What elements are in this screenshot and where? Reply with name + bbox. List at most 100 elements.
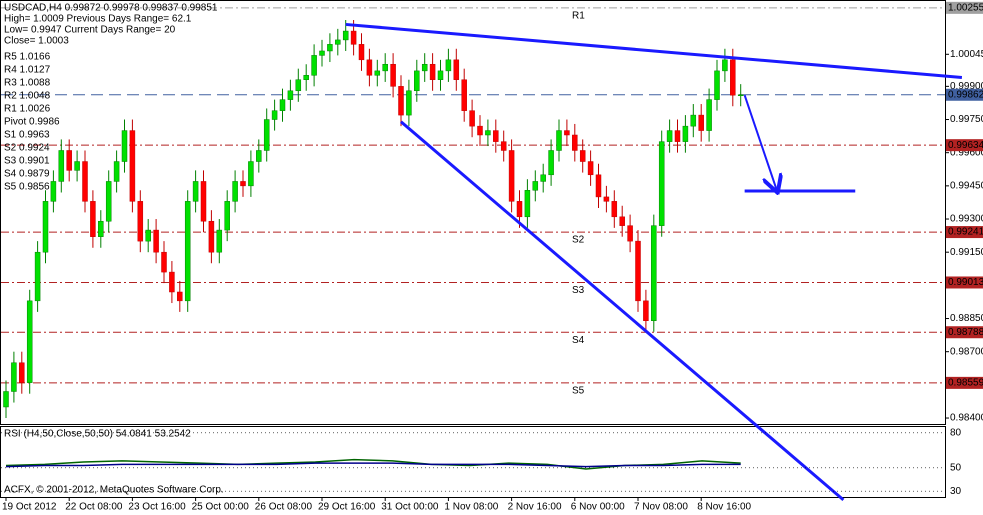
x-tick-label: 23 Oct 16:00 [128, 502, 186, 513]
x-tick-label: 7 Nov 08:00 [634, 502, 688, 513]
candle-body [200, 181, 207, 222]
candle-body [256, 150, 262, 162]
candle-body [564, 130, 570, 136]
y-tick-label: 0.99900 [950, 81, 983, 92]
level-label: 1.00255 [948, 2, 983, 13]
rsi-tick-label: 50 [950, 462, 962, 473]
candle-body [445, 59, 452, 72]
y-tick-label: 0.98700 [950, 346, 983, 357]
candle-body [11, 362, 17, 392]
x-tick-label: 25 Oct 00:00 [192, 502, 250, 513]
level-label-box [946, 326, 983, 339]
y-tick-label: 0.99750 [950, 114, 983, 125]
candle-body [698, 114, 704, 131]
candle-body [145, 229, 151, 242]
level-label-box [946, 276, 983, 289]
candle-body [327, 44, 333, 52]
candle-body [579, 150, 586, 162]
pivot-line: S2 0.9924 [4, 143, 50, 154]
candle-body [611, 201, 618, 218]
candle-body [248, 161, 254, 187]
candle-body [366, 59, 373, 76]
level-name: R1 [572, 10, 585, 21]
candle-body [674, 130, 681, 142]
pivot-line: R3 1.0088 [4, 78, 51, 89]
candle-body [169, 271, 175, 293]
candle-body [485, 130, 491, 136]
level-label: 0.99634 [948, 140, 983, 151]
y-tick-label: 0.99300 [950, 214, 983, 225]
header-line: High= 1.0009 Previous Days Range= 62.1 [4, 14, 192, 25]
x-tick-label: 1 Nov 08:00 [444, 502, 498, 513]
rsi-tick-label: 80 [950, 427, 962, 438]
level-label: 0.99013 [948, 277, 983, 288]
candle-body [271, 110, 278, 120]
candle-body [516, 201, 523, 218]
pivot-line: Pivot 0.9986 [4, 117, 60, 128]
candle-body [406, 90, 412, 116]
level-label-box [946, 376, 983, 389]
candle-body [714, 70, 720, 100]
y-tick-label: 0.99150 [950, 247, 983, 258]
candle-body [105, 181, 112, 222]
candle-body [730, 59, 736, 96]
candle-body [240, 181, 246, 187]
trendline [345, 22, 963, 80]
x-tick-label: 26 Oct 08:00 [255, 502, 313, 513]
candle-body [603, 196, 610, 202]
candle-body [627, 225, 633, 242]
candle-body [706, 99, 712, 131]
candle-body [224, 201, 230, 231]
candle-body [722, 59, 728, 72]
pivot-line: R1 1.0026 [4, 104, 51, 115]
candle-body [295, 79, 302, 92]
candle-body [382, 63, 388, 72]
candle-body [658, 141, 665, 226]
level-label: 0.98559 [948, 378, 983, 389]
candle-body [279, 99, 286, 111]
candle-body [651, 225, 657, 321]
candle-body [666, 130, 673, 142]
candle-body [319, 50, 325, 56]
candle-body [342, 30, 349, 41]
header-line: USDCAD,H4 0.99872 0.99978 0.99837 0.9985… [4, 3, 218, 14]
candle-body [287, 90, 294, 100]
candle-body [390, 63, 396, 87]
candle-body [461, 79, 467, 111]
level-label: 0.99241 [948, 227, 983, 238]
levels [1, 7, 945, 384]
candle-body [34, 251, 41, 302]
candle-body [98, 220, 104, 237]
level-name: S2 [572, 235, 585, 246]
level-label-box [946, 1, 983, 14]
candle-body [437, 70, 444, 80]
candle-body [500, 141, 507, 151]
pivot-line: R5 1.0166 [4, 52, 51, 63]
candle-body [184, 201, 191, 302]
rsi-title: RSI (H4,50,Close,50,50) 54.0841 53.2542 [4, 429, 191, 440]
candle-body [192, 181, 199, 202]
pivot-line: S4 0.9879 [4, 169, 50, 180]
candle-body [524, 190, 531, 218]
header-line: Close= 1.0003 [4, 36, 69, 47]
level-name: S3 [572, 285, 585, 296]
candle-body [121, 130, 128, 162]
candle-body [19, 362, 25, 383]
candle-body [548, 150, 554, 176]
y-tick-label: 1.00045 [950, 49, 983, 60]
candle-body [26, 300, 33, 383]
pivot-line: R2 1.0048 [4, 91, 51, 102]
candle-body [350, 30, 357, 45]
candle-body [493, 130, 499, 142]
pivot-line: R4 1.0127 [4, 65, 51, 76]
level-label: 0.98788 [948, 327, 983, 338]
candle-body [540, 174, 546, 182]
x-tick-label: 29 Oct 16:00 [318, 502, 376, 513]
copyright: ACFX, © 2001-2012, MetaQuotes Software C… [4, 485, 224, 496]
level-name: S4 [572, 335, 585, 346]
rsi-tick-label: 30 [950, 486, 962, 497]
trendlines [345, 22, 963, 501]
candle-body [619, 216, 625, 226]
x-tick-label: 19 Oct 2012 [2, 502, 57, 513]
